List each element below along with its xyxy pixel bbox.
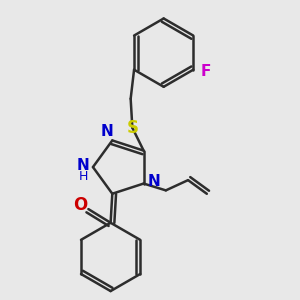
Text: S: S — [126, 119, 138, 137]
Text: H: H — [79, 170, 88, 183]
Text: N: N — [77, 158, 90, 173]
Text: O: O — [73, 196, 87, 214]
Text: F: F — [201, 64, 211, 79]
Text: N: N — [148, 174, 160, 189]
Text: N: N — [101, 124, 114, 140]
